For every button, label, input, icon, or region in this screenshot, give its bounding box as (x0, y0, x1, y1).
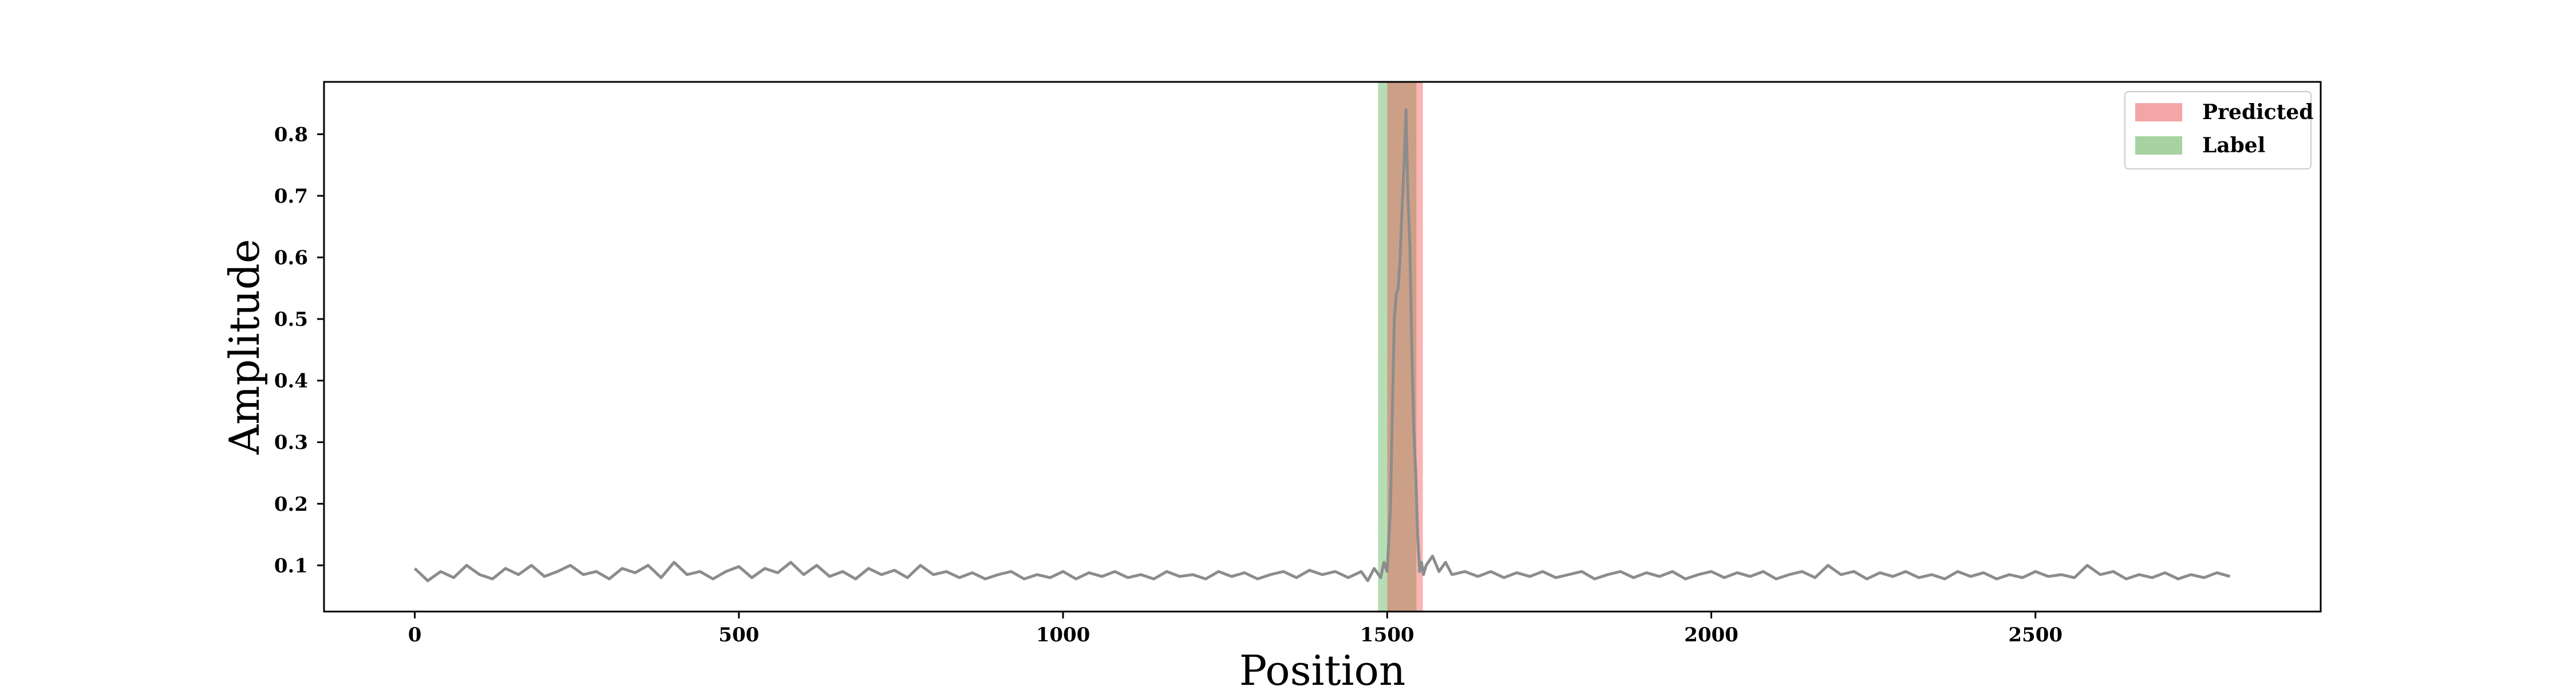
series-layer (413, 108, 2231, 582)
y-tick-label: 0.1 (274, 554, 308, 577)
x-axis: 0 500 1000 1500 2000 2500 (408, 612, 2063, 646)
legend: Predicted Label (2124, 91, 2313, 169)
x-tick-label: 1000 (1036, 624, 1091, 646)
plot-frame (323, 81, 2322, 613)
highlight-region-label (1378, 82, 1417, 612)
y-tick-label: 0.7 (274, 185, 308, 208)
x-tick-label: 1500 (1360, 624, 1415, 646)
x-tick-label: 2500 (2008, 624, 2063, 646)
x-axis-title: Position (1239, 646, 1406, 687)
y-tick-label: 0.3 (274, 431, 308, 454)
y-tick-label: 0.8 (274, 123, 308, 146)
y-tick-label: 0.4 (274, 370, 308, 393)
legend-swatch-predicted (2135, 103, 2182, 121)
y-tick-label: 0.2 (274, 493, 308, 516)
x-tick-label: 0 (408, 624, 422, 646)
y-axis-title: Amplitude (220, 239, 268, 455)
y-axis: 0.1 0.2 0.3 0.4 0.5 0.6 0.7 0.8 (274, 123, 324, 577)
x-tick-label: 2000 (1684, 624, 1739, 646)
legend-label-label: Label (2202, 133, 2265, 157)
y-tick-label: 0.5 (274, 308, 308, 331)
legend-label-predicted: Predicted (2202, 100, 2313, 124)
y-tick-label: 0.6 (274, 247, 308, 270)
legend-swatch-label (2135, 136, 2182, 155)
x-tick-label: 500 (718, 624, 759, 646)
highlight-regions (1378, 82, 1423, 612)
series-line (413, 108, 2231, 582)
